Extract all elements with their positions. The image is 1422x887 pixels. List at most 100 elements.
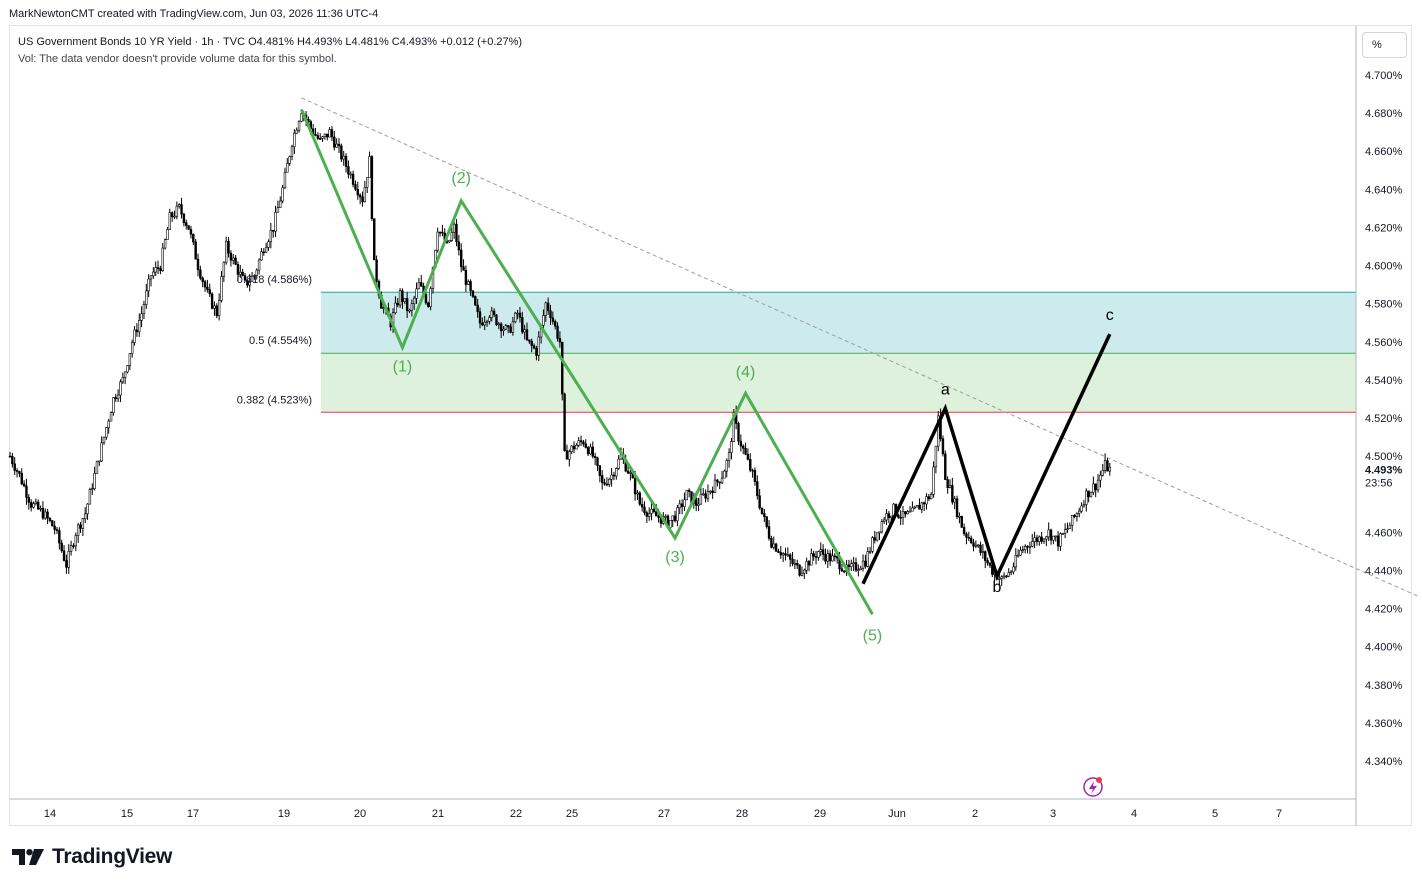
x-tick-label: 21 <box>432 808 444 820</box>
candle-body <box>300 113 303 122</box>
candle-body <box>29 502 33 508</box>
candle-body <box>706 490 710 499</box>
candle-body <box>267 241 270 248</box>
candle-body <box>363 187 367 203</box>
fib-zone-lower <box>321 353 1356 413</box>
candle-body <box>979 544 982 553</box>
candle-body <box>906 511 909 515</box>
candle-body <box>932 466 935 495</box>
candle-body <box>215 305 218 317</box>
candle-body <box>375 259 378 282</box>
candle-body <box>196 258 200 271</box>
candle-body <box>105 427 108 438</box>
candle-body <box>749 459 752 471</box>
candle-body <box>330 129 334 138</box>
candle-body <box>803 569 806 574</box>
candle-body <box>217 300 221 317</box>
candle-body <box>1009 571 1013 574</box>
candle-body <box>758 495 761 509</box>
y-tick-label: 4.620% <box>1365 222 1403 234</box>
candle-body <box>262 251 265 254</box>
candle-body <box>410 303 414 311</box>
candle-body <box>48 517 52 521</box>
axes <box>10 26 1357 826</box>
candle-body <box>401 290 404 303</box>
candle-body <box>913 506 916 509</box>
candle-body <box>1054 535 1057 538</box>
candle-body <box>34 501 38 504</box>
candle-body <box>807 561 811 566</box>
candle-body <box>220 276 223 301</box>
candle-body <box>1063 529 1067 534</box>
candle-body <box>871 537 874 552</box>
candle-body <box>788 554 792 560</box>
candle-body <box>46 511 49 519</box>
candle-body <box>887 513 891 519</box>
x-tick-label: 20 <box>354 808 366 820</box>
candle-body <box>396 302 399 306</box>
unit-toggle-button[interactable]: % <box>1362 32 1407 58</box>
tradingview-logo[interactable]: TradingView <box>12 845 172 869</box>
candle-body <box>342 155 345 160</box>
candle-body <box>1059 533 1062 547</box>
x-tick-label: 14 <box>44 808 56 820</box>
candle-body <box>553 321 557 327</box>
x-tick-label: 15 <box>121 808 133 820</box>
candle-body <box>765 516 768 527</box>
candle-body <box>420 282 423 287</box>
y-tick-label: 4.460% <box>1365 527 1403 539</box>
candle-body <box>697 503 700 506</box>
candle-body <box>27 497 30 503</box>
candle-body <box>1031 541 1034 547</box>
candle-body <box>182 213 186 223</box>
candle-body <box>617 458 620 469</box>
candle-body <box>958 515 961 518</box>
candle-body <box>1078 510 1081 514</box>
candle-body <box>1103 460 1107 471</box>
candle-body <box>683 499 686 507</box>
wave-label: a <box>941 381 950 398</box>
candle-body <box>638 492 642 505</box>
candle-body <box>152 271 155 277</box>
candle-body <box>965 533 968 538</box>
candle-body <box>535 347 538 356</box>
candle-body <box>1052 535 1055 541</box>
candle-body <box>828 553 832 562</box>
candle-body <box>974 544 978 547</box>
candle-body <box>497 323 500 326</box>
candle-body <box>922 502 926 505</box>
x-tick-label: 3 <box>1050 808 1056 820</box>
candle-body <box>751 469 754 472</box>
candle-body <box>257 259 261 271</box>
candle-body <box>612 474 616 477</box>
x-tick-label: 2 <box>972 808 978 820</box>
candle-body <box>704 493 707 499</box>
candle-body <box>260 251 263 261</box>
last-price-box <box>1358 461 1404 490</box>
candle-body <box>570 445 573 452</box>
candle-body <box>904 511 907 515</box>
candle-body <box>166 229 169 241</box>
x-tick-label: 25 <box>566 808 578 820</box>
candle-body <box>175 205 179 217</box>
y-tick-label: 4.660% <box>1365 146 1403 158</box>
candle-body <box>720 477 724 484</box>
candle-body <box>805 561 808 571</box>
candle-body <box>462 266 465 271</box>
candle-body <box>116 394 120 399</box>
candle-body <box>445 241 449 244</box>
candle-body <box>98 460 101 463</box>
candle-body <box>138 320 141 333</box>
y-tick-label: 4.640% <box>1365 184 1403 196</box>
candle-body <box>187 225 190 230</box>
candle-body <box>861 560 865 569</box>
fib-label: 0.382 (4.523%) <box>237 394 312 406</box>
candle-body <box>523 329 526 333</box>
candle-body <box>121 377 125 383</box>
candle-body <box>255 269 258 276</box>
candle-body <box>239 271 242 275</box>
candle-body <box>885 513 888 521</box>
candle-body <box>51 520 54 527</box>
candle-body <box>955 498 959 517</box>
